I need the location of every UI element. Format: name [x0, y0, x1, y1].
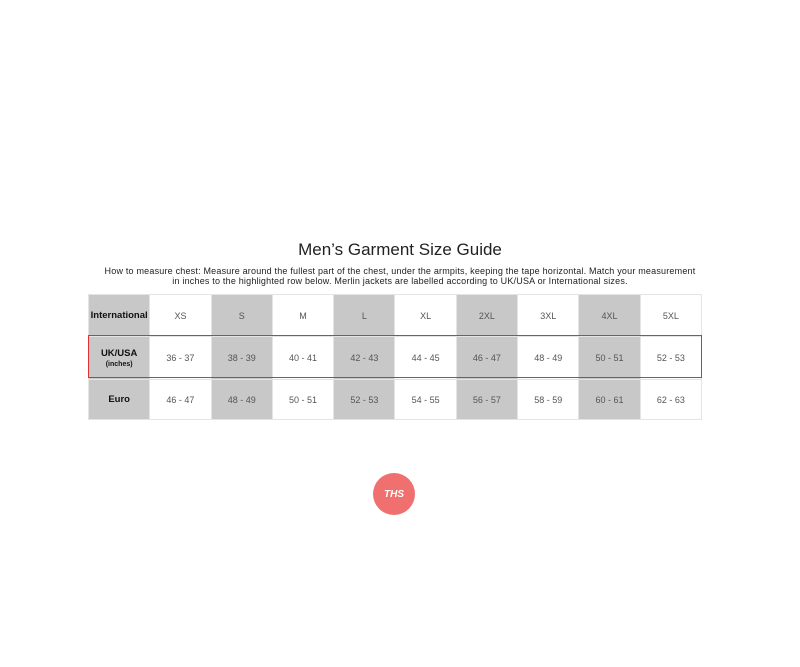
table-cell: 48 - 49: [517, 336, 580, 380]
row-header: UK/USA (inches): [87, 336, 151, 380]
table-cell: 52 - 53: [333, 379, 396, 420]
table-cell: 48 - 49: [210, 379, 273, 420]
page-title: Men’s Garment Size Guide: [298, 240, 502, 259]
row-label: Euro: [108, 394, 130, 405]
row-label: UK/USA: [100, 348, 138, 359]
table-cell: M: [271, 294, 335, 337]
table-cell: XL: [394, 294, 457, 337]
table-cell: 56 - 57: [455, 379, 519, 420]
table-cell: 52 - 53: [639, 336, 703, 380]
table-cell: 50 - 51: [578, 336, 641, 380]
table-cell: 62 - 63: [639, 379, 703, 420]
table-cell: 5XL: [639, 294, 703, 337]
table-cell: 60 - 61: [578, 379, 641, 420]
row-header: Euro: [87, 379, 151, 420]
table-cell: 4XL: [578, 294, 641, 337]
table-cell: 46 - 47: [149, 379, 212, 420]
table-cell: 46 - 47: [455, 336, 519, 380]
table-cell: L: [333, 294, 396, 337]
measure-instructions: How to measure chest: Measure around the…: [104, 266, 696, 286]
table-cell: XS: [149, 294, 212, 337]
table-cell: 54 - 55: [394, 379, 457, 420]
size-table: International XS S M L XL 2XL 3XL 4XL 5XL UK/USA (i…: [87, 294, 703, 420]
table-cell: 50 - 51: [271, 379, 335, 420]
table-cell: 42 - 43: [333, 336, 396, 380]
ths-moto-logo: THS: [373, 473, 415, 515]
table-cell: S: [210, 294, 273, 337]
row-label: International: [90, 310, 148, 321]
table-cell: 38 - 39: [210, 336, 273, 380]
highlighted-row-outline: [88, 335, 702, 378]
table-cell: 2XL: [455, 294, 519, 337]
table-row: Euro 46 - 47 48 - 49 50 - 51 52 - 53 54 - 55 5…: [87, 379, 703, 420]
table-cell: 3XL: [517, 294, 580, 337]
table-row: International XS S M L XL 2XL 3XL 4XL 5XL: [87, 294, 703, 337]
row-header: International: [87, 294, 151, 337]
table-cell: 58 - 59: [517, 379, 580, 420]
row-sublabel: (inches): [105, 361, 133, 368]
table-row: UK/USA (inches) 36 - 37 38 - 39 40 - 41 42 - …: [87, 336, 703, 380]
